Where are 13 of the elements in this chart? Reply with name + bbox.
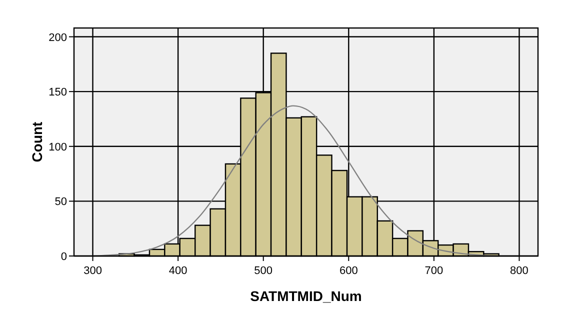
x-tick-label: 700	[424, 265, 444, 277]
x-axis-title: SATMTMID_Num	[250, 288, 362, 304]
x-tick-label: 500	[254, 265, 273, 277]
y-tick-label: 200	[48, 32, 67, 44]
y-axis-title: Count	[29, 121, 45, 162]
x-tick-label: 400	[168, 265, 188, 277]
y-tick-label: 150	[48, 86, 67, 99]
x-tick-label: 800	[510, 265, 528, 277]
y-tick-label: 100	[48, 141, 67, 154]
y-tick-label: 50	[54, 196, 67, 208]
x-tick-label: 300	[84, 265, 102, 277]
x-tick-label: 600	[339, 265, 358, 277]
y-tick-label: 0	[60, 251, 67, 263]
